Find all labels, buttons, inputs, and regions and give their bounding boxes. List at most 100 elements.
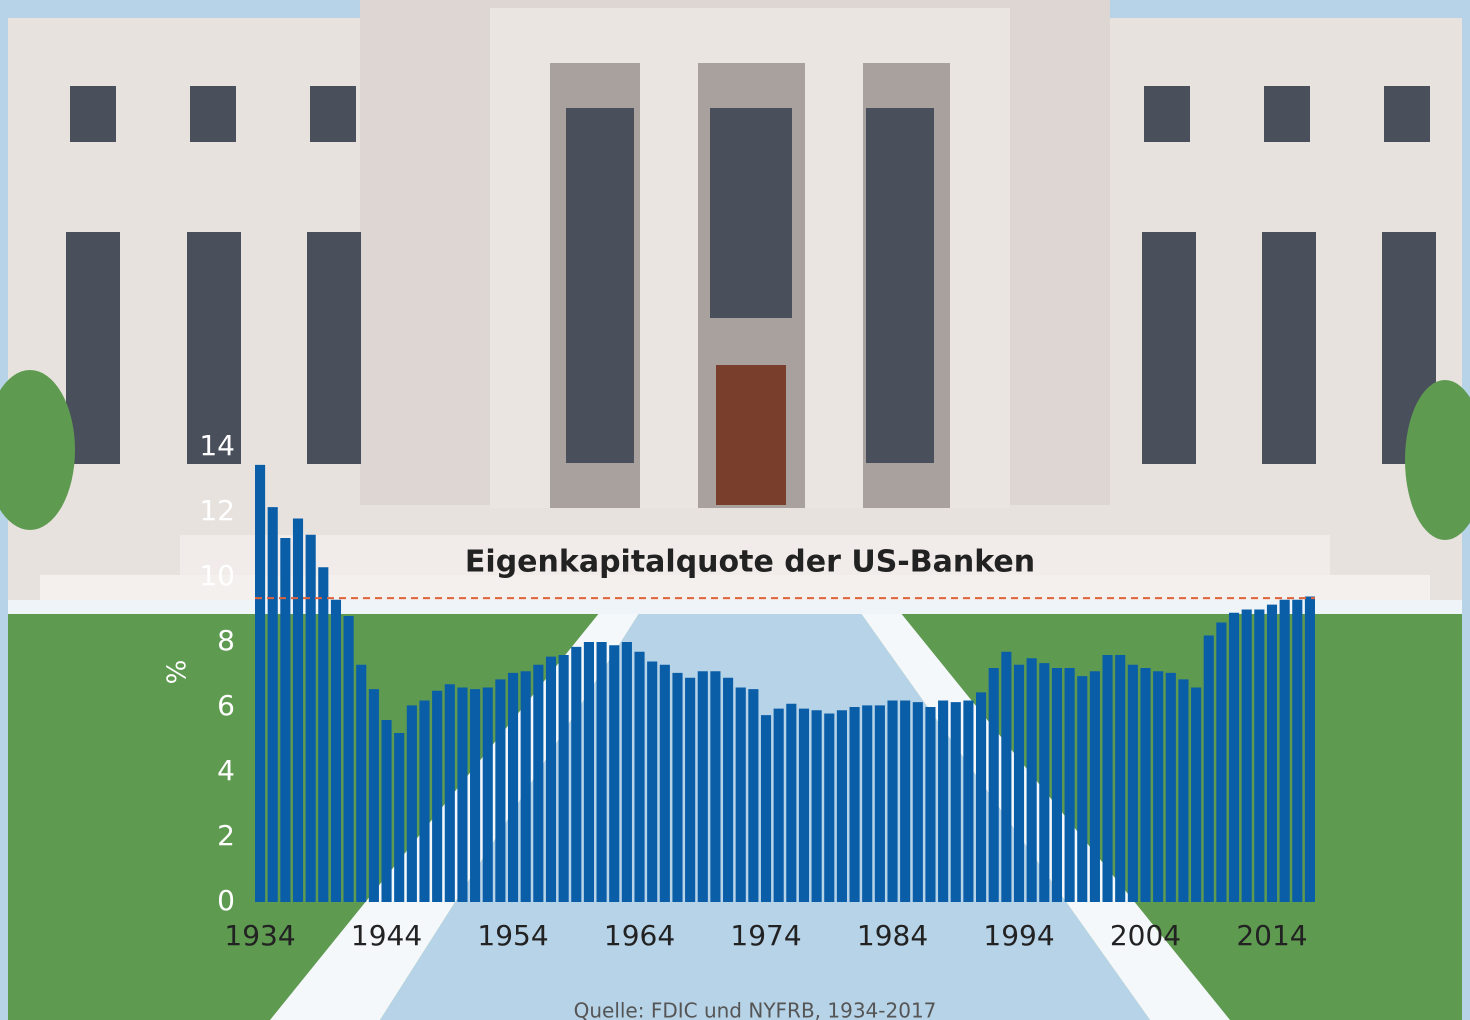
- bar: [698, 671, 708, 902]
- bar: [736, 688, 746, 903]
- bar: [1166, 673, 1176, 902]
- bar: [1001, 652, 1011, 902]
- bar: [951, 702, 961, 902]
- bar: [887, 701, 897, 903]
- bar: [546, 657, 556, 902]
- y-tick-label: 14: [199, 429, 235, 462]
- bar: [710, 671, 720, 902]
- bar: [1115, 655, 1125, 902]
- bar: [280, 538, 290, 902]
- bar: [786, 704, 796, 902]
- bar: [989, 668, 999, 902]
- bar: [369, 689, 379, 902]
- bar: [1292, 600, 1302, 902]
- source: Quelle: FDIC und NYFRB, 1934-2017: [574, 999, 937, 1020]
- bar: [1090, 671, 1100, 902]
- bar: [824, 714, 834, 903]
- bar: [1140, 668, 1150, 902]
- bar: [1191, 688, 1201, 903]
- bar: [900, 701, 910, 903]
- bar: [457, 688, 467, 903]
- bar: [1102, 655, 1112, 902]
- bar: [812, 710, 822, 902]
- x-tick-label: 1954: [477, 919, 548, 952]
- bar: [875, 705, 885, 902]
- bar: [1039, 663, 1049, 902]
- bar: [559, 655, 569, 902]
- bar: [293, 519, 303, 903]
- x-tick-label: 2014: [1236, 919, 1307, 952]
- bar: [938, 701, 948, 903]
- bar: [1204, 636, 1214, 903]
- bar: [306, 535, 316, 902]
- x-tick-label: 1944: [351, 919, 422, 952]
- bar: [331, 600, 341, 902]
- chart: Eigenkapitalquote der US-Banken % Quelle…: [0, 0, 1470, 1020]
- bar: [470, 689, 480, 902]
- bar: [381, 720, 391, 902]
- bar: [419, 701, 429, 903]
- bar: [622, 642, 632, 902]
- bar: [508, 673, 518, 902]
- bar: [495, 679, 505, 902]
- y-tick-label: 10: [199, 559, 235, 592]
- bar: [407, 705, 417, 902]
- bar: [1077, 676, 1087, 902]
- bar: [774, 709, 784, 902]
- bar: [356, 665, 366, 902]
- bar: [1027, 658, 1037, 902]
- bar: [837, 710, 847, 902]
- bar: [1280, 600, 1290, 902]
- bar: [1216, 623, 1226, 903]
- bar: [1052, 668, 1062, 902]
- bar: [685, 678, 695, 902]
- x-tick-label: 1994: [983, 919, 1054, 952]
- bar: [748, 689, 758, 902]
- bar: [1267, 605, 1277, 902]
- chart-title: Eigenkapitalquote der US-Banken: [465, 545, 1035, 580]
- y-tick-label: 0: [217, 884, 235, 917]
- bar: [761, 715, 771, 902]
- bar: [976, 692, 986, 902]
- bar: [394, 733, 404, 902]
- bar: [647, 662, 657, 903]
- bar: [571, 647, 581, 902]
- bar: [1254, 610, 1264, 903]
- bar: [268, 507, 278, 902]
- bar: [1229, 613, 1239, 902]
- bar: [799, 709, 809, 902]
- x-tick-label: 1974: [730, 919, 801, 952]
- y-tick-label: 4: [217, 754, 235, 787]
- bar: [634, 652, 644, 902]
- bar: [584, 642, 594, 902]
- bar: [1014, 665, 1024, 902]
- bar: [344, 616, 354, 902]
- bar: [609, 645, 619, 902]
- y-axis-label: %: [163, 660, 193, 685]
- bar: [1178, 679, 1188, 902]
- y-tick-label: 6: [217, 689, 235, 722]
- y-tick-label: 8: [217, 624, 235, 657]
- bar: [1128, 665, 1138, 902]
- bar: [862, 705, 872, 902]
- x-tick-label: 2004: [1110, 919, 1181, 952]
- x-tick-label: 1934: [224, 919, 295, 952]
- bar: [850, 707, 860, 902]
- bar: [913, 702, 923, 902]
- bar: [432, 691, 442, 902]
- bar: [1305, 597, 1315, 903]
- y-tick-label: 12: [199, 494, 235, 527]
- bar: [723, 678, 733, 902]
- bar: [318, 567, 328, 902]
- bar: [483, 688, 493, 903]
- bar: [445, 684, 455, 902]
- x-tick-label: 1984: [857, 919, 928, 952]
- bar: [597, 642, 607, 902]
- bar: [672, 673, 682, 902]
- bar: [963, 701, 973, 903]
- y-tick-label: 2: [217, 819, 235, 852]
- bar: [1065, 668, 1075, 902]
- x-tick-label: 1964: [604, 919, 675, 952]
- bar: [660, 665, 670, 902]
- bar: [925, 707, 935, 902]
